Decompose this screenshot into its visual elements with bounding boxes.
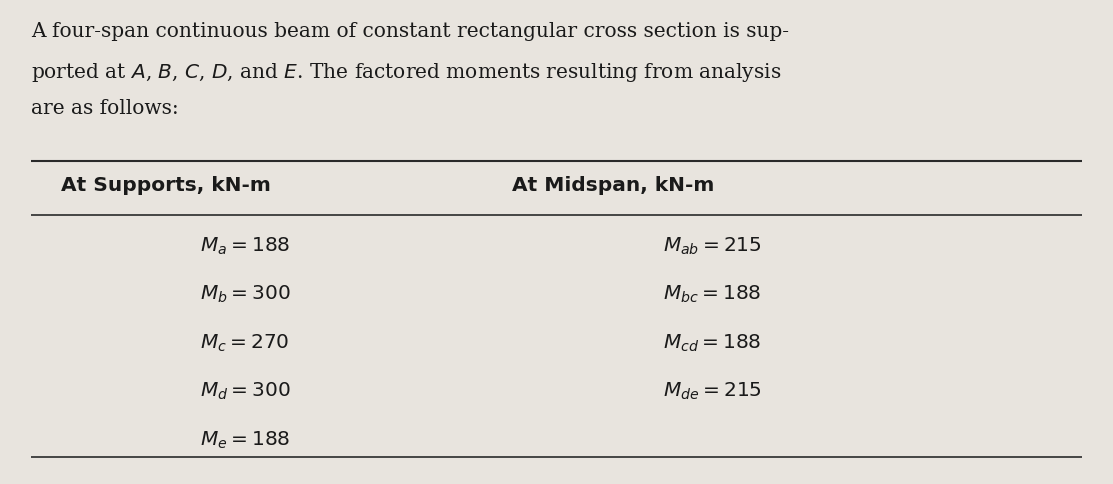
FancyBboxPatch shape <box>0 0 1113 232</box>
Text: ported at $A$, $B$, $C$, $D$, and $E$. The factored moments resulting from analy: ported at $A$, $B$, $C$, $D$, and $E$. T… <box>31 60 781 83</box>
Text: $M_c = 270$: $M_c = 270$ <box>200 332 289 353</box>
Text: $M_b = 300$: $M_b = 300$ <box>199 283 290 304</box>
Text: $M_{de} = 215$: $M_{de} = 215$ <box>663 380 761 401</box>
Text: $M_{cd} = 188$: $M_{cd} = 188$ <box>663 332 761 353</box>
Text: $M_a = 188$: $M_a = 188$ <box>199 235 290 256</box>
Text: At Midspan, kN-m: At Midspan, kN-m <box>512 175 715 194</box>
Text: At Supports, kN-m: At Supports, kN-m <box>61 175 272 194</box>
Text: A four-span continuous beam of constant rectangular cross section is sup-: A four-span continuous beam of constant … <box>31 22 789 41</box>
Text: are as follows:: are as follows: <box>31 99 179 118</box>
Text: $M_{bc} = 188$: $M_{bc} = 188$ <box>663 283 761 304</box>
Text: $M_d = 300$: $M_d = 300$ <box>199 380 290 401</box>
Text: $M_e = 188$: $M_e = 188$ <box>199 428 290 450</box>
Text: $M_{ab} = 215$: $M_{ab} = 215$ <box>663 235 761 256</box>
